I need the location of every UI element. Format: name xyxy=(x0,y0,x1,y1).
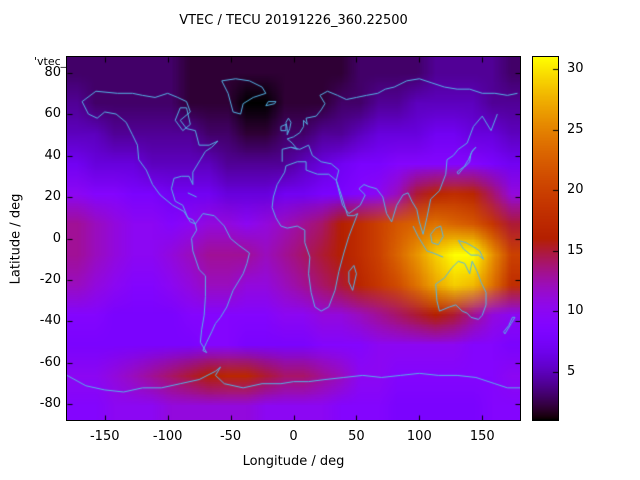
x-tick-label: -50 xyxy=(219,429,242,444)
y-tick-label: -80 xyxy=(39,396,61,412)
series-key-label: 'vtec_ xyxy=(34,55,67,68)
chart-title: VTEC / TECU 20191226_360.22500 xyxy=(179,13,408,28)
y-tick-label: 80 xyxy=(44,64,61,80)
x-tick-label: -100 xyxy=(152,429,183,444)
y-tick-label: -40 xyxy=(39,313,61,329)
y-tick-label: 60 xyxy=(44,106,61,122)
y-tick-label: 0 xyxy=(52,230,61,246)
colorbar-tick-label: 20 xyxy=(567,182,584,198)
x-tick-label: -150 xyxy=(89,429,120,444)
x-tick-label: 150 xyxy=(469,429,495,444)
y-tick-label: 20 xyxy=(44,189,61,204)
colorbar-tick-label: 5 xyxy=(567,363,576,379)
x-axis-title: Longitude / deg xyxy=(242,454,345,469)
colorbar-tick-label: 30 xyxy=(567,61,584,77)
vtec-heatmap-canvas xyxy=(66,56,521,421)
colorbar-tick-label: 15 xyxy=(567,242,584,258)
y-axis-title: Latitude / deg xyxy=(8,193,24,285)
x-tick-label: 0 xyxy=(289,429,298,444)
y-tick-label: -20 xyxy=(39,271,61,287)
colorbar-canvas xyxy=(532,56,559,421)
y-tick-label: 40 xyxy=(44,147,61,163)
y-tick-label: -60 xyxy=(39,354,61,370)
x-tick-label: 100 xyxy=(406,429,432,444)
colorbar-tick-label: 25 xyxy=(567,121,584,137)
x-tick-label: 50 xyxy=(348,429,365,444)
colorbar-tick-label: 10 xyxy=(567,303,584,319)
